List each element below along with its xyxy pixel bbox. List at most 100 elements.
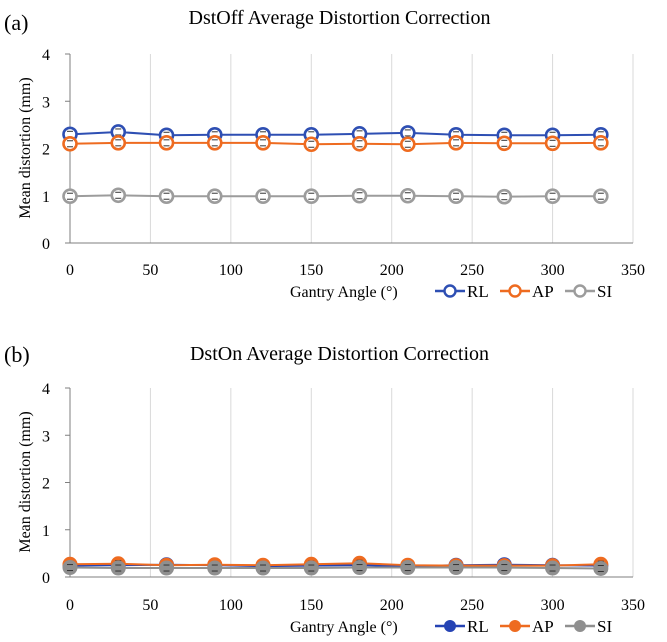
data-point xyxy=(448,188,464,205)
data-point xyxy=(303,136,320,153)
legend-item-rl: RL xyxy=(435,282,489,301)
series-rl xyxy=(62,124,609,144)
data-point xyxy=(207,560,223,576)
data-point xyxy=(399,136,416,153)
legend-label: AP xyxy=(532,282,554,301)
data-point xyxy=(206,188,223,205)
y-tick-label: 0 xyxy=(42,236,50,253)
data-point xyxy=(62,560,78,576)
legend-marker xyxy=(443,284,457,298)
data-point xyxy=(303,560,319,576)
x-tick-label: 300 xyxy=(541,262,565,279)
x-tick-label: 200 xyxy=(380,597,404,614)
data-point xyxy=(110,560,126,576)
x-tick-label: 300 xyxy=(541,597,565,614)
legend-marker xyxy=(508,284,522,298)
data-point xyxy=(545,560,561,576)
legend-label: SI xyxy=(597,617,612,636)
data-point xyxy=(593,135,609,151)
data-point xyxy=(351,187,368,204)
y-tick-label: 2 xyxy=(42,476,50,493)
data-point xyxy=(400,560,416,576)
x-tick-label: 50 xyxy=(142,262,158,279)
data-point xyxy=(110,135,127,151)
series-line xyxy=(69,194,601,198)
y-tick-label: 1 xyxy=(42,189,50,206)
data-point xyxy=(110,187,127,204)
x-tick-label: 200 xyxy=(380,262,404,279)
data-point xyxy=(351,135,368,152)
legend-item-si: SI xyxy=(565,282,612,301)
legend-item-si: SI xyxy=(565,617,612,636)
x-tick-label: 0 xyxy=(66,262,74,279)
legend-label: RL xyxy=(467,282,489,301)
data-point xyxy=(544,135,561,152)
x-tick-label: 100 xyxy=(219,597,243,614)
legend-label: SI xyxy=(597,282,612,301)
legend-marker xyxy=(509,620,521,632)
y-tick-label: 2 xyxy=(42,142,50,159)
legend-item-ap: AP xyxy=(500,282,554,301)
data-point xyxy=(352,560,368,576)
data-point xyxy=(448,135,464,151)
y-tick-label: 3 xyxy=(42,428,50,445)
data-point xyxy=(62,135,78,152)
data-point xyxy=(255,188,271,205)
data-point xyxy=(593,188,609,205)
panel-label: (a) xyxy=(4,10,28,35)
series-si xyxy=(62,187,609,205)
data-point xyxy=(399,187,416,204)
data-point xyxy=(448,560,464,576)
y-tick-label: 4 xyxy=(42,381,50,398)
y-tick-label: 4 xyxy=(42,47,50,64)
data-point xyxy=(206,135,223,151)
data-point xyxy=(544,188,561,205)
legend: RL AP SI xyxy=(435,282,612,301)
chart-panel-b: (b) DstOn Average Distortion Correction 0 5… xyxy=(4,342,645,636)
legend-item-ap: AP xyxy=(500,617,554,636)
data-point xyxy=(496,188,513,205)
legend-label: AP xyxy=(532,617,554,636)
x-tick-label: 250 xyxy=(460,262,484,279)
data-point xyxy=(62,188,78,205)
chart-title: DstOff Average Distortion Correction xyxy=(189,7,491,29)
x-tick-label: 150 xyxy=(299,262,323,279)
x-axis-title: Gantry Angle (°) xyxy=(290,619,398,636)
legend-marker xyxy=(573,284,587,298)
data-point xyxy=(255,135,271,151)
data-point xyxy=(496,560,512,576)
x-tick-label: 250 xyxy=(460,597,484,614)
x-tick-label: 150 xyxy=(299,597,323,614)
legend-item-rl: RL xyxy=(435,617,489,636)
legend-marker xyxy=(574,620,586,632)
series-line xyxy=(69,130,601,137)
y-tick-label: 3 xyxy=(42,94,50,111)
x-tick-label: 350 xyxy=(621,597,645,614)
series-line xyxy=(69,566,601,570)
series-line xyxy=(69,562,601,567)
panel-label: (b) xyxy=(4,342,30,367)
x-tick-label: 350 xyxy=(621,262,645,279)
chart-title: DstOn Average Distortion Correction xyxy=(190,343,489,365)
y-axis-title: Mean distortion (mm) xyxy=(17,411,34,552)
series-ap xyxy=(62,135,609,153)
x-tick-label: 0 xyxy=(66,597,74,614)
data-point xyxy=(255,560,271,576)
y-axis-title: Mean distortion (mm) xyxy=(17,77,34,218)
y-tick-label: 0 xyxy=(42,570,50,587)
chart-panel-a: (a) DstOff Average Distortion Correction 0… xyxy=(4,7,645,301)
data-point xyxy=(158,135,175,151)
data-point xyxy=(159,560,175,576)
data-point xyxy=(158,188,175,205)
legend-label: RL xyxy=(467,617,489,636)
data-point xyxy=(593,560,609,576)
data-point xyxy=(303,188,320,205)
series-line xyxy=(69,141,601,146)
legend: RL AP SI xyxy=(435,617,612,636)
series-si xyxy=(62,560,609,576)
data-point xyxy=(496,135,513,152)
legend-marker xyxy=(444,620,456,632)
x-tick-label: 50 xyxy=(142,597,158,614)
y-tick-label: 1 xyxy=(42,523,50,540)
